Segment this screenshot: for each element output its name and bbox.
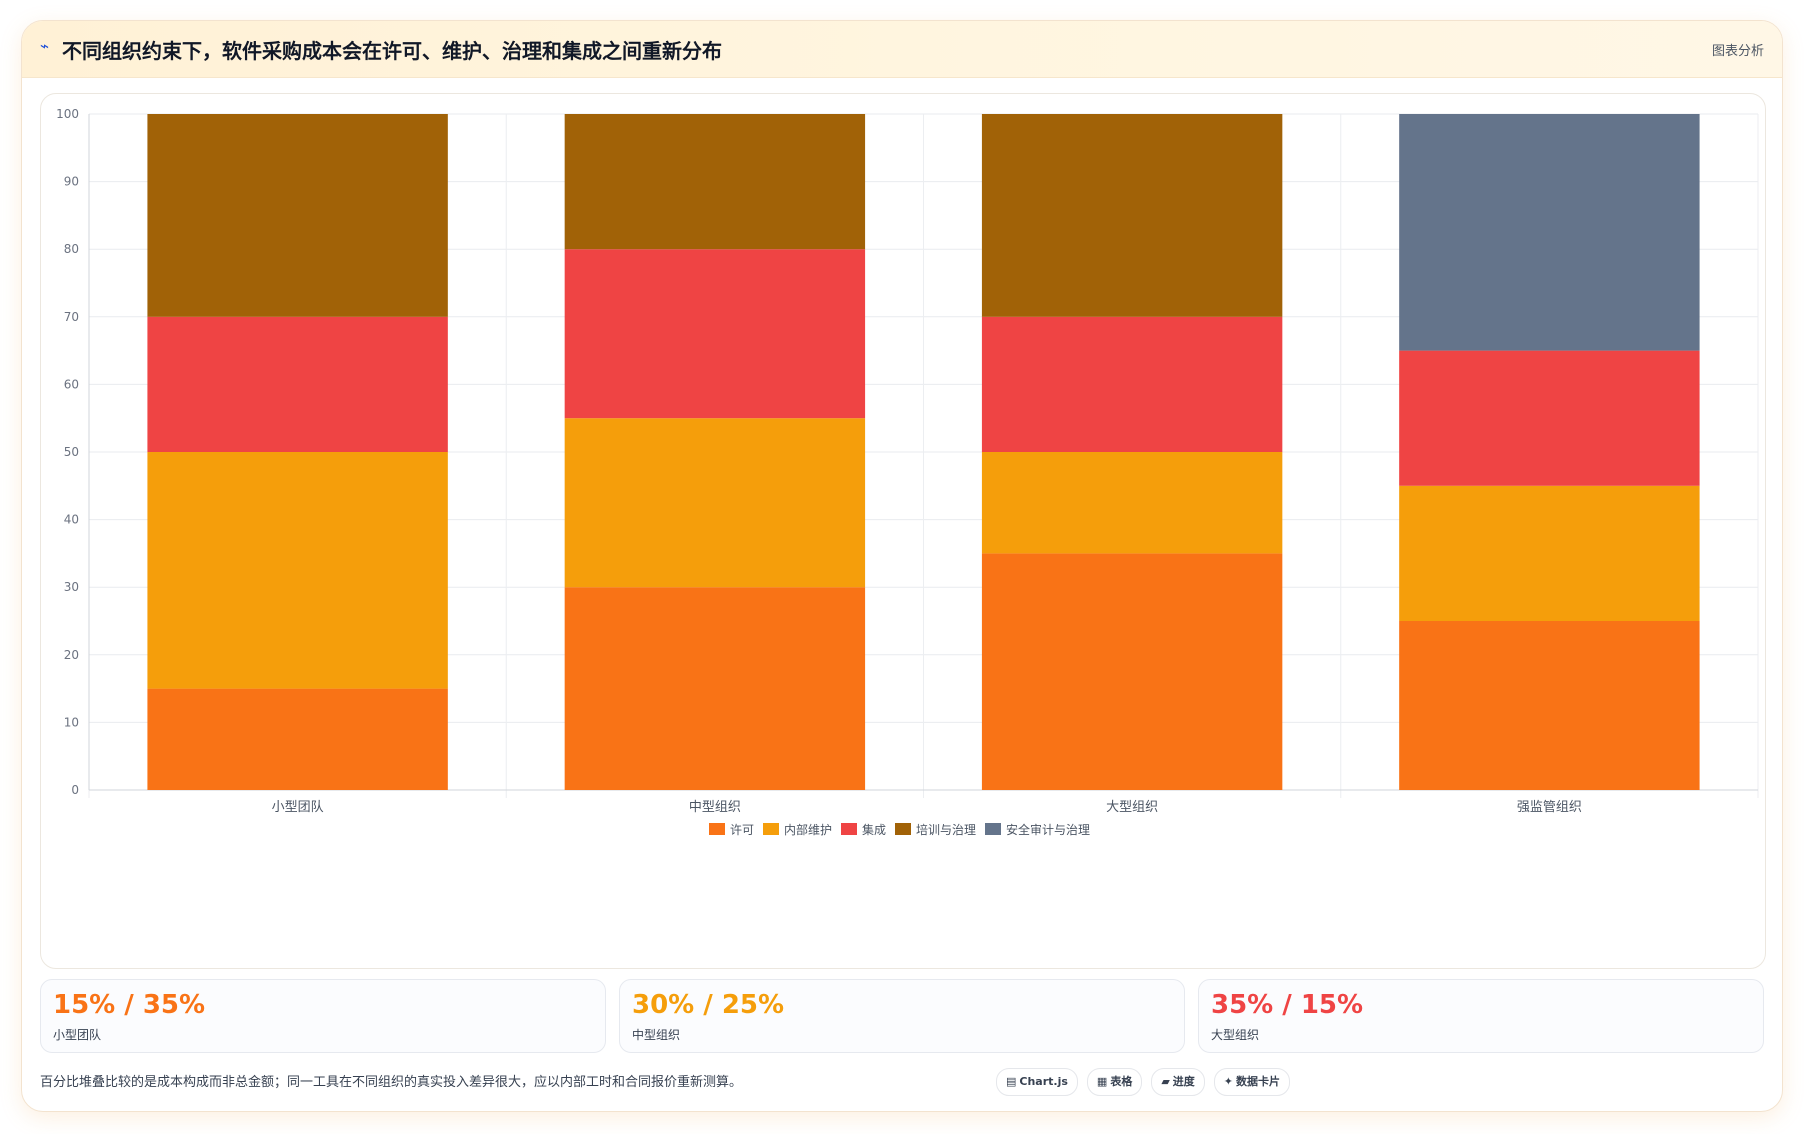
chip-label: 数据卡片 (1236, 1075, 1281, 1088)
chart-icon: ▤ (1006, 1075, 1017, 1088)
bar-segment (981, 452, 1283, 554)
stat-label: 中型组织 (632, 1028, 681, 1042)
chip-data-cards[interactable]: ✦ 数据卡片 (1213, 1068, 1291, 1096)
bar-segment (147, 688, 448, 790)
y-tick-label: 80 (64, 242, 79, 256)
chip-label: 进度 (1172, 1075, 1195, 1088)
stat-card-small-team: 15% / 35% 小型团队 (40, 979, 606, 1053)
chart-card: 0 10 20 30 40 50 60 70 80 90 100 小型团队 中型组织 大型组织 强监管组织许… (40, 93, 1766, 969)
bar-segment (147, 316, 448, 452)
x-tick-label: 大型组织 (1106, 800, 1158, 815)
legend-swatch (709, 823, 725, 835)
legend-label: 许可 (730, 823, 754, 837)
bar-segment (564, 114, 866, 250)
y-tick-label: 40 (64, 513, 79, 527)
progress-icon: ▰ (1161, 1075, 1170, 1088)
panel-header: ⌁ 不同组织约束下，软件采购成本会在许可、维护、治理和集成之间重新分布 图表分析 (22, 21, 1782, 78)
bar-segment (1399, 485, 1700, 621)
legend-swatch (985, 823, 1001, 835)
chip-label: Chart.js (1019, 1075, 1068, 1088)
bar-segment (147, 114, 448, 317)
chip-label: 表格 (1110, 1075, 1133, 1088)
legend-swatch (763, 823, 779, 835)
stacked-bar-chart: 0 10 20 30 40 50 60 70 80 90 100 小型团队 中型组织 大型组织 强监管组织许… (56, 107, 1759, 837)
footnote: 百分比堆叠比较的是成本构成而非总金额；同一工具在不同组织的真实投入差异很大，应以… (40, 1075, 743, 1090)
bar-segment (564, 249, 866, 419)
y-tick-label: 100 (56, 107, 79, 121)
bar-segment (1399, 114, 1700, 351)
y-tick-label: 60 (64, 377, 79, 391)
bar-segment (1399, 621, 1700, 790)
lightning-icon: ⌁ (40, 37, 50, 55)
y-tick-label: 0 (71, 783, 79, 797)
chip-chartjs[interactable]: ▤ Chart.js (996, 1068, 1078, 1096)
y-tick-label: 20 (64, 648, 79, 662)
legend-swatch (895, 823, 911, 835)
panel-tag: 图表分析 (1711, 44, 1764, 59)
y-tick-label: 70 (64, 310, 79, 324)
card-icon: ✦ (1223, 1075, 1234, 1088)
legend-swatch (841, 823, 857, 835)
bar-segment (564, 418, 866, 588)
legend-label: 集成 (862, 822, 886, 837)
stat-card-large-org: 35% / 15% 大型组织 (1198, 979, 1764, 1053)
chart-panel: ⌁ 不同组织约束下，软件采购成本会在许可、维护、治理和集成之间重新分布 图表分析… (21, 20, 1783, 1112)
stat-value: 30% / 25% (632, 990, 785, 1020)
bar-segment (564, 587, 866, 790)
x-tick-label: 强监管组织 (1517, 800, 1582, 815)
y-tick-label: 30 (64, 580, 79, 594)
y-tick-label: 90 (64, 175, 79, 189)
chip-table[interactable]: ▦ 表格 (1086, 1068, 1143, 1096)
bar-segment (1399, 350, 1700, 486)
stat-card-medium-org: 30% / 25% 中型组织 (619, 979, 1185, 1053)
stat-label: 大型组织 (1211, 1028, 1260, 1042)
y-tick-label: 10 (64, 715, 79, 729)
bar-segment (147, 452, 448, 689)
x-tick-label: 小型团队 (272, 800, 324, 815)
table-icon: ▦ (1096, 1075, 1108, 1088)
bar-segment (981, 553, 1283, 790)
bar-segment (981, 114, 1283, 317)
stat-value: 15% / 35% (53, 990, 206, 1020)
x-tick-label: 中型组织 (689, 800, 741, 815)
chip-progress[interactable]: ▰ 进度 (1151, 1068, 1205, 1096)
legend-label: 安全审计与治理 (1006, 822, 1090, 837)
view-chips: ▤ Chart.js ▦ 表格 ▰ 进度 ✦ 数据卡片 (996, 1068, 1291, 1096)
y-tick-label: 50 (64, 445, 79, 459)
bar-segment (981, 316, 1283, 452)
stat-label: 小型团队 (53, 1028, 102, 1042)
legend-label: 培训与治理 (916, 822, 976, 837)
panel-title: 不同组织约束下，软件采购成本会在许可、维护、治理和集成之间重新分布 (62, 39, 722, 63)
legend-label: 内部维护 (784, 822, 832, 837)
stat-value: 35% / 15% (1211, 990, 1364, 1020)
